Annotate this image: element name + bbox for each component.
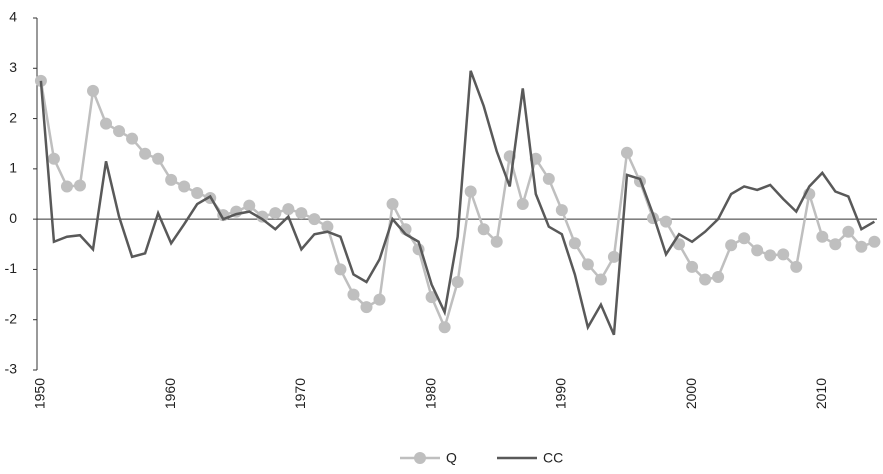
point [308,213,321,226]
point [712,270,725,283]
point [139,147,152,160]
x-tick-label: 1960 [162,378,178,409]
legend-label: Q [446,450,457,466]
y-tick-label: 1 [9,160,17,176]
y-tick-label: 3 [9,59,17,75]
point [100,117,113,130]
point [542,172,555,185]
point [868,235,881,248]
point [347,288,360,301]
point [516,198,529,211]
point [620,146,633,159]
point [842,225,855,238]
point [777,248,790,261]
y-tick-label: 0 [9,210,17,226]
point [451,276,464,288]
series-line [39,70,876,336]
legend-label: CC [543,450,563,466]
point [256,210,269,223]
series-line [39,80,875,331]
y-tick-label: -1 [5,260,18,276]
point [568,237,581,250]
point [790,260,803,273]
point [113,125,126,138]
point [60,180,73,193]
point [581,258,594,271]
point [816,230,829,243]
point [386,198,399,211]
point [490,235,503,248]
point [555,204,568,217]
point [269,207,282,220]
x-tick-label: 2010 [813,378,829,409]
point [738,232,751,245]
point [87,84,99,97]
legend-marker [414,452,426,464]
point [464,185,477,198]
point [855,240,868,253]
x-tick-label: 1950 [32,378,48,409]
point [73,179,86,192]
point [829,238,842,251]
point [360,301,373,314]
point [764,249,777,262]
x-tick-label: 1970 [292,378,308,409]
point [607,250,620,263]
y-tick-label: -3 [5,361,18,377]
y-tick-label: -2 [5,310,18,326]
point [178,180,191,193]
y-tick-label: 2 [9,109,17,125]
point [425,291,438,304]
point [699,273,712,286]
point [152,152,165,165]
point [321,220,334,233]
point [673,238,686,251]
point [165,173,178,186]
point [373,293,386,306]
x-tick-label: 1980 [422,378,438,409]
point [438,321,451,334]
point [191,186,204,199]
point [295,207,308,220]
point [126,132,139,145]
point [282,203,295,216]
point [686,260,699,273]
x-tick-label: 1990 [553,378,569,409]
x-tick-label: 2000 [683,378,699,409]
point [243,199,256,212]
point [334,263,347,276]
point [660,215,673,228]
y-tick-label: 4 [9,9,17,25]
point [725,239,738,252]
point [594,273,607,286]
point [47,152,60,165]
point [751,244,764,257]
point [477,223,490,236]
